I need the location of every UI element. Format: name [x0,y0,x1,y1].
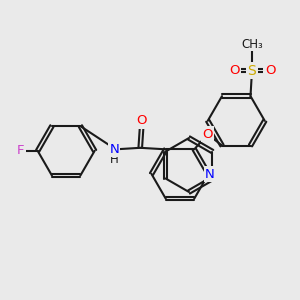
Text: S: S [248,64,256,78]
Text: O: O [265,64,275,77]
Text: N: N [109,143,119,156]
Text: N: N [205,167,215,181]
Text: O: O [136,114,147,127]
Text: O: O [229,64,239,77]
Text: CH₃: CH₃ [241,38,263,51]
Text: O: O [202,128,213,141]
Text: F: F [17,144,24,157]
Text: H: H [110,153,118,166]
